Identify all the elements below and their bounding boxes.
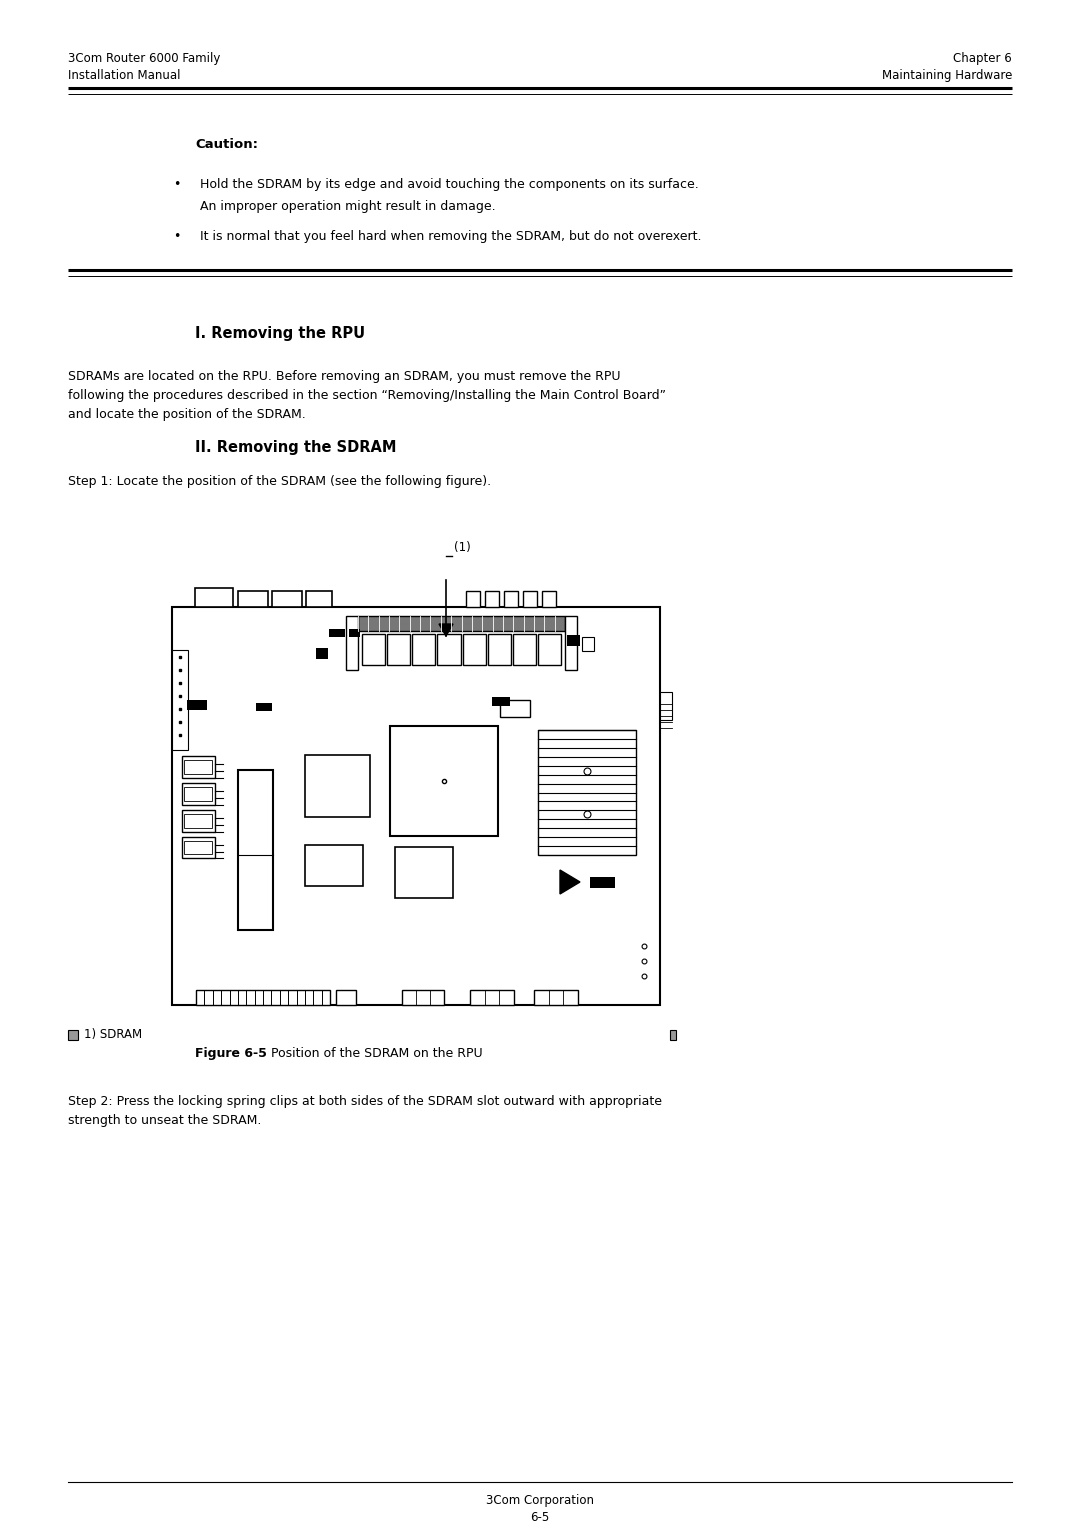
Bar: [357, 615, 565, 631]
Text: •: •: [173, 179, 180, 191]
Bar: [183, 837, 215, 858]
Bar: [184, 760, 212, 774]
Bar: [565, 615, 577, 670]
Bar: [538, 730, 636, 855]
Bar: [413, 634, 435, 664]
Bar: [68, 1031, 78, 1040]
Bar: [184, 814, 212, 828]
Text: Hold the SDRAM by its edge and avoid touching the components on its surface.: Hold the SDRAM by its edge and avoid tou…: [200, 179, 699, 191]
Text: I. Removing the RPU: I. Removing the RPU: [195, 325, 365, 341]
Polygon shape: [438, 625, 453, 637]
Text: Maintaining Hardware: Maintaining Hardware: [881, 69, 1012, 82]
Bar: [195, 989, 330, 1005]
Bar: [582, 637, 594, 651]
Bar: [390, 725, 498, 835]
Bar: [316, 647, 328, 660]
Bar: [172, 651, 188, 750]
Text: Step 1: Locate the position of the SDRAM (see the following figure).: Step 1: Locate the position of the SDRAM…: [68, 475, 491, 489]
Bar: [256, 702, 272, 712]
Bar: [470, 989, 514, 1005]
Bar: [465, 591, 480, 608]
Text: Position of the SDRAM on the RPU: Position of the SDRAM on the RPU: [267, 1048, 483, 1060]
Bar: [187, 699, 207, 710]
Bar: [492, 696, 510, 705]
Bar: [336, 989, 356, 1005]
Text: •: •: [173, 231, 180, 243]
Bar: [329, 629, 345, 637]
Bar: [670, 1031, 676, 1040]
Bar: [272, 591, 302, 608]
Bar: [172, 608, 660, 1005]
Text: 3Com Corporation: 3Com Corporation: [486, 1493, 594, 1507]
Polygon shape: [561, 870, 580, 893]
Bar: [183, 756, 215, 777]
Bar: [504, 591, 518, 608]
Text: An improper operation might result in damage.: An improper operation might result in da…: [200, 200, 496, 212]
Bar: [534, 989, 578, 1005]
Bar: [660, 692, 672, 721]
Bar: [567, 635, 580, 646]
Bar: [184, 786, 212, 802]
Bar: [306, 591, 332, 608]
Bar: [349, 629, 360, 637]
Bar: [395, 847, 453, 898]
Text: Caution:: Caution:: [195, 137, 258, 151]
Text: Chapter 6: Chapter 6: [954, 52, 1012, 66]
Text: (1): (1): [454, 541, 471, 554]
Text: II. Removing the SDRAM: II. Removing the SDRAM: [195, 440, 396, 455]
Text: 3Com Router 6000 Family: 3Com Router 6000 Family: [68, 52, 220, 66]
Text: 6-5: 6-5: [530, 1512, 550, 1524]
Bar: [387, 634, 410, 664]
Bar: [488, 634, 511, 664]
Text: and locate the position of the SDRAM.: and locate the position of the SDRAM.: [68, 408, 306, 421]
Text: following the procedures described in the section “Removing/Installing the Main : following the procedures described in th…: [68, 389, 666, 402]
Bar: [183, 783, 215, 805]
Bar: [362, 634, 386, 664]
Bar: [195, 588, 233, 608]
Text: strength to unseat the SDRAM.: strength to unseat the SDRAM.: [68, 1115, 261, 1127]
Bar: [183, 809, 215, 832]
Bar: [500, 699, 530, 718]
Bar: [523, 591, 537, 608]
Bar: [346, 615, 357, 670]
Text: Step 2: Press the locking spring clips at both sides of the SDRAM slot outward w: Step 2: Press the locking spring clips a…: [68, 1095, 662, 1109]
Bar: [238, 591, 268, 608]
Bar: [184, 841, 212, 854]
Bar: [485, 591, 499, 608]
Bar: [538, 634, 561, 664]
Bar: [402, 989, 444, 1005]
Bar: [513, 634, 536, 664]
Bar: [437, 634, 460, 664]
Text: 1) SDRAM: 1) SDRAM: [84, 1028, 143, 1041]
Bar: [238, 770, 273, 930]
Text: It is normal that you feel hard when removing the SDRAM, but do not overexert.: It is normal that you feel hard when rem…: [200, 231, 702, 243]
Text: Figure 6-5: Figure 6-5: [195, 1048, 267, 1060]
Bar: [305, 844, 363, 886]
Bar: [462, 634, 486, 664]
Bar: [590, 876, 615, 889]
Bar: [305, 754, 370, 817]
Text: Installation Manual: Installation Manual: [68, 69, 180, 82]
Bar: [542, 591, 556, 608]
Text: SDRAMs are located on the RPU. Before removing an SDRAM, you must remove the RPU: SDRAMs are located on the RPU. Before re…: [68, 370, 621, 383]
